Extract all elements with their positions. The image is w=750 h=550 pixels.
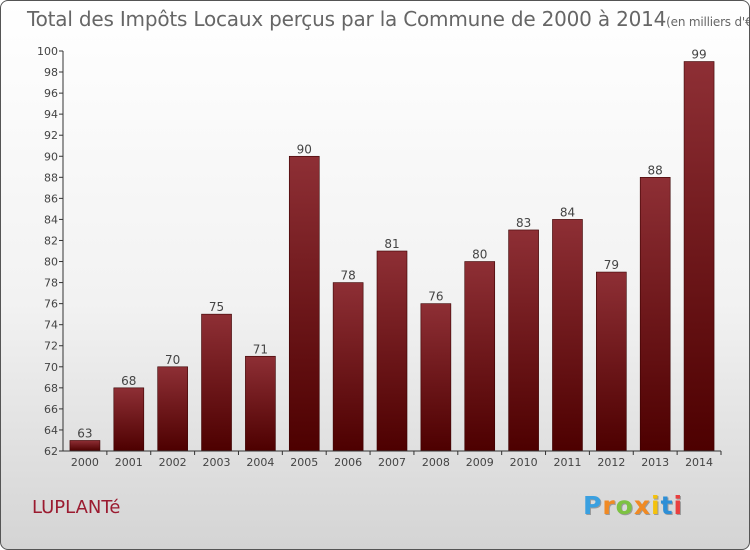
- chart-title: Total des Impôts Locaux perçus par la Co…: [27, 7, 750, 31]
- x-tick-label-2003: 2003: [203, 456, 231, 469]
- bar-2000: [69, 440, 101, 452]
- value-label-2002: 70: [165, 353, 180, 367]
- commune-name: LUPLANTé: [32, 497, 121, 518]
- logo-letter: i: [673, 491, 684, 520]
- bars-group: 63 68 70 75 71 90 78 81 76 80 83 84 79 88 99: [69, 48, 715, 452]
- y-tick-label: 94: [44, 108, 58, 121]
- value-label-2011: 84: [560, 205, 575, 219]
- y-tick-label: 78: [44, 277, 58, 290]
- x-tick-label-2005: 2005: [290, 456, 318, 469]
- y-tick-label: 62: [44, 445, 58, 458]
- y-tick-label: 90: [44, 150, 58, 163]
- bar-2006: [332, 282, 364, 452]
- y-tick-label: 72: [44, 340, 58, 353]
- logo-letter: P: [583, 491, 603, 520]
- value-label-2003: 75: [209, 300, 224, 314]
- x-tick-label-2007: 2007: [378, 456, 406, 469]
- bar-2005: [288, 155, 320, 452]
- y-tick-label: 84: [44, 213, 58, 226]
- y-axis: 62 64 66 68 70 72 74 76 78 80 82 84 86 88 90 92 94 96 98 10…: [37, 45, 64, 458]
- proxiti-logo: Proxiti: [583, 491, 683, 520]
- value-label-2009: 80: [472, 248, 487, 262]
- bar-2007: [376, 250, 408, 452]
- y-tick-label: 70: [44, 361, 58, 374]
- value-label-2012: 79: [604, 258, 619, 272]
- logo-letter: x: [633, 491, 651, 520]
- y-tick-label: 76: [44, 298, 58, 311]
- bar-2008: [420, 303, 452, 452]
- y-tick-label: 80: [44, 256, 58, 269]
- y-tick-label: 68: [44, 382, 58, 395]
- bar-2004: [245, 355, 276, 452]
- value-label-2006: 78: [340, 269, 355, 283]
- value-label-2014: 99: [691, 48, 706, 62]
- x-tick-label-2004: 2004: [246, 456, 274, 469]
- bar-2012: [596, 271, 627, 452]
- bar-2001: [113, 387, 145, 452]
- value-label-2010: 83: [516, 216, 531, 230]
- value-label-2001: 68: [121, 374, 136, 388]
- y-tick-label: 86: [44, 192, 58, 205]
- x-axis: 2000 2001 2002 2003 2004 2005 2006 2007 2008 2009…: [63, 450, 722, 469]
- x-tick-label-2010: 2010: [510, 456, 538, 469]
- y-tick-label: 66: [44, 403, 58, 416]
- title-text: Total des Impôts Locaux perçus par la Co…: [27, 7, 667, 31]
- bar-2010: [508, 229, 539, 452]
- y-tick-label: 74: [44, 319, 58, 332]
- bar-2003: [201, 313, 232, 452]
- x-tick-label-2014: 2014: [685, 456, 713, 469]
- x-tick-label-2002: 2002: [159, 456, 187, 469]
- y-tick-label: 98: [44, 66, 58, 79]
- value-label-2000: 63: [77, 426, 92, 440]
- logo-letter: t: [660, 491, 674, 520]
- value-label-2007: 81: [384, 237, 399, 251]
- y-tick-label: 82: [44, 234, 58, 247]
- logo-letter: i: [651, 491, 661, 520]
- value-label-2005: 90: [297, 142, 312, 156]
- bar-2002: [157, 366, 188, 452]
- x-tick-label-2011: 2011: [553, 456, 581, 469]
- unit-label: (en milliers d'€): [666, 15, 750, 29]
- bar-2014: [683, 61, 715, 452]
- x-tick-label-2006: 2006: [334, 456, 362, 469]
- logo-letter: o: [615, 491, 634, 520]
- x-tick-label-2000: 2000: [71, 456, 99, 469]
- x-tick-label-2013: 2013: [641, 456, 669, 469]
- value-label-2013: 88: [648, 163, 663, 177]
- bar-2013: [639, 177, 671, 452]
- x-tick-label-2012: 2012: [597, 456, 625, 469]
- x-tick-label-2001: 2001: [115, 456, 143, 469]
- y-tick-label: 88: [44, 171, 58, 184]
- bar-2009: [464, 261, 496, 452]
- y-tick-label: 64: [44, 424, 58, 437]
- x-tick-label-2009: 2009: [466, 456, 494, 469]
- y-tick-label: 96: [44, 87, 58, 100]
- x-tick-label-2008: 2008: [422, 456, 450, 469]
- value-label-2004: 71: [253, 342, 268, 356]
- y-tick-label: 92: [44, 129, 58, 142]
- bar-2011: [552, 219, 583, 452]
- y-tick-label: 100: [37, 45, 58, 58]
- logo-letter: r: [602, 491, 616, 520]
- value-label-2008: 76: [428, 290, 443, 304]
